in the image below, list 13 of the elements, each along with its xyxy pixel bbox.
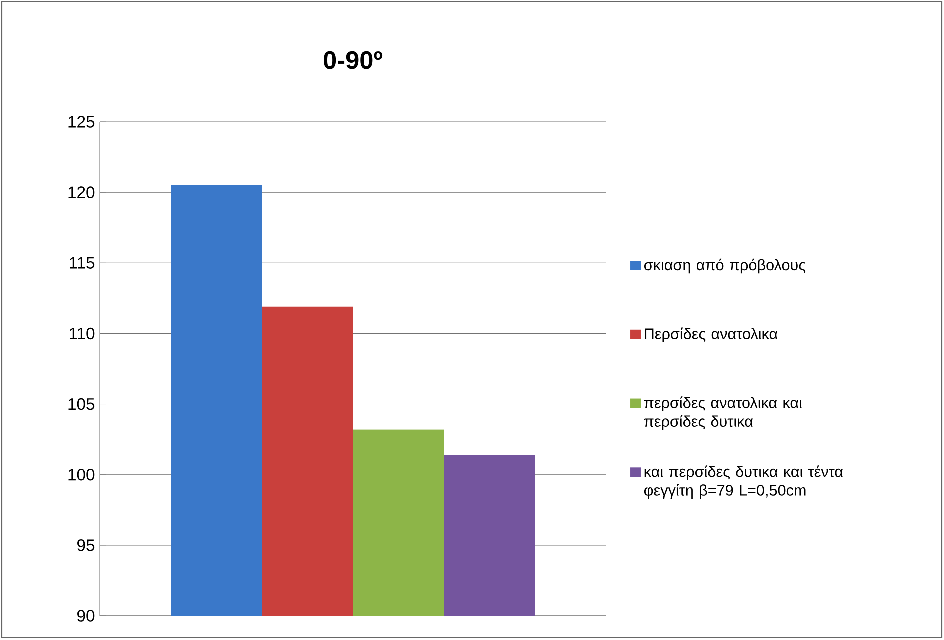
y-tick-label: 100 <box>68 468 95 481</box>
y-tick-label: 120 <box>68 186 95 198</box>
y-tick-label: 110 <box>70 328 95 340</box>
y-tick-label: 125 <box>68 116 95 128</box>
y-tick-label: 95 <box>78 540 95 552</box>
legend-label: Περσίδες ανατολικα <box>645 328 778 343</box>
legend-label: περσίδες ανατολικα και περσίδες δυτικα <box>644 396 802 430</box>
y-tick-label: 90 <box>78 610 95 622</box>
legend-label: σκιαση από πρόβολους <box>644 258 806 274</box>
legend-label: και περσίδες δυτικα και τέντα φεγγίτη β=79 L=0,50cm <box>644 466 844 499</box>
chart-title: 0-90º <box>324 51 383 70</box>
y-tick-label: 115 <box>70 257 95 269</box>
y-tick-label: 105 <box>68 398 95 410</box>
